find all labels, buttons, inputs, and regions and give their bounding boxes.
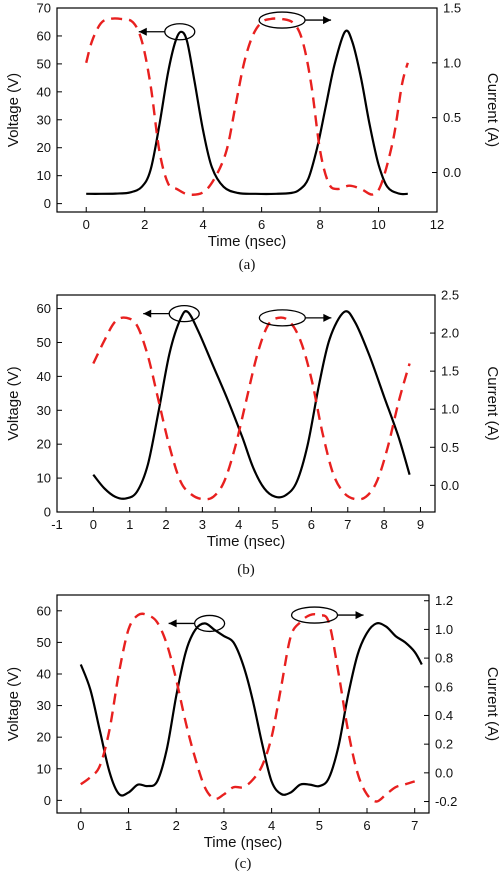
x-tick-label: 5 (316, 818, 323, 833)
annotation-ellipse (193, 614, 226, 633)
arrow-left-icon (143, 309, 152, 318)
y2-tick-label: 0.0 (435, 765, 453, 780)
current-series-line (85, 17, 409, 196)
y2-tick-label: 0.4 (435, 708, 453, 723)
chart-panel-2: -1 0 1 2 3 4 5 6 7 8 901020304050600.00.51.01.52.0… (5, 288, 500, 579)
y2-tick-label: 0.8 (435, 651, 453, 666)
current-series-line (80, 612, 416, 803)
y-tick-label: 30 (37, 403, 51, 418)
y2-tick-label: 0.5 (443, 110, 461, 125)
y-tick-label: 40 (37, 369, 51, 384)
current-series-line (92, 316, 411, 501)
panel-caption: (b) (237, 562, 255, 578)
y-axis-title: Voltage (V) (5, 667, 22, 741)
x-tick-label: 8 (316, 217, 323, 232)
y2-tick-label: 0.6 (435, 679, 453, 694)
x-tick-label: 10 (371, 217, 385, 232)
y-tick-label: 50 (37, 56, 51, 71)
y-tick-label: 60 (37, 28, 51, 43)
x-tick-label: 6 (258, 217, 265, 232)
y-tick-label: 60 (37, 603, 51, 618)
y2-tick-label: 1.0 (443, 55, 461, 70)
y-tick-label: 10 (37, 471, 51, 486)
y2-tick-label: 1.0 (435, 622, 453, 637)
y-tick-label: 10 (37, 168, 51, 183)
x-axis-title: Time (ηsec) (207, 533, 286, 550)
x-tick-label: 4 (235, 517, 242, 532)
y2-axis-title: Current (A) (484, 667, 500, 741)
y-tick-label: 10 (37, 761, 51, 776)
arrow-left-icon (168, 619, 177, 628)
y-tick-label: 60 (37, 301, 51, 316)
y-tick-label: 20 (37, 730, 51, 745)
y-axis-title: Voltage (V) (5, 366, 22, 440)
x-tick-label: 12 (430, 217, 444, 232)
voltage-series-line (86, 29, 408, 196)
plot-frame (56, 594, 430, 814)
y-tick-label: 40 (37, 666, 51, 681)
y-tick-label: 20 (37, 437, 51, 452)
y2-tick-label: 1.0 (441, 402, 459, 417)
y-tick-label: 40 (37, 84, 51, 99)
x-tick-label: 0 (83, 217, 90, 232)
x-tick-label: 2 (141, 217, 148, 232)
y2-tick-label: 0.0 (441, 478, 459, 493)
y-tick-label: 0 (44, 793, 51, 808)
x-tick-label: 7 (411, 818, 418, 833)
x-tick-label: 6 (363, 818, 370, 833)
y2-tick-label: -0.2 (435, 794, 457, 809)
y-tick-label: 50 (37, 635, 51, 650)
x-tick-label: 8 (380, 517, 387, 532)
y2-tick-label: 0.5 (441, 440, 459, 455)
arrow-right-icon (355, 611, 364, 620)
y2-tick-label: 1.5 (443, 1, 461, 16)
x-tick-label: 2 (162, 517, 169, 532)
arrow-right-icon (323, 16, 332, 25)
y2-axis-title: Current (A) (484, 366, 500, 440)
y-tick-label: 70 (37, 1, 51, 16)
x-axis-title: Time (ηsec) (204, 834, 283, 851)
x-tick-label: 4 (268, 818, 275, 833)
chart-panel-1: 0 2 4 6 8 10 12 0 10 20 30 40 50 60 70 0.0 0.5 1.0 1.5 Time… (5, 1, 500, 274)
x-tick-label: 3 (220, 818, 227, 833)
arrow-right-icon (323, 313, 332, 322)
y2-tick-label: 0.2 (435, 737, 453, 752)
x-tick-label: 0 (90, 517, 97, 532)
y2-tick-label: 0.0 (443, 165, 461, 180)
x-axis-title: Time (ηsec) (208, 233, 287, 250)
y-axis-title: Voltage (V) (5, 73, 22, 147)
plot-frame (56, 294, 436, 513)
arrow-left-icon (138, 27, 147, 36)
y-tick-label: 0 (44, 505, 51, 520)
x-tick-label: -1 (51, 517, 63, 532)
x-tick-label: 2 (173, 818, 180, 833)
x-tick-label: 1 (125, 818, 132, 833)
x-tick-label: 1 (126, 517, 133, 532)
panel-caption: (c) (235, 856, 252, 872)
panel-caption: (a) (239, 257, 256, 273)
y2-tick-label: 2.0 (441, 326, 459, 341)
voltage-series-line (92, 310, 411, 500)
x-tick-label: 7 (344, 517, 351, 532)
x-tick-label: 4 (200, 217, 207, 232)
y2-tick-label: 2.5 (441, 288, 459, 303)
y2-tick-label: 1.2 (435, 593, 453, 608)
y-tick-label: 30 (37, 112, 51, 127)
plot-frame (56, 7, 438, 213)
x-tick-label: 9 (417, 517, 424, 532)
y-tick-label: 0 (44, 196, 51, 211)
chart-panel-3: 0 1 2 3 4 5 6 7 0 10 20 30 40 50 60 -0.2 0.0 0.2 0.4 0.6 0.8… (5, 593, 500, 872)
y-tick-label: 30 (37, 698, 51, 713)
y-tick-label: 20 (37, 140, 51, 155)
x-tick-label: 3 (199, 517, 206, 532)
y2-tick-label: 1.5 (441, 364, 459, 379)
x-tick-label: 5 (271, 517, 278, 532)
voltage-series-line (79, 622, 423, 797)
y-tick-label: 50 (37, 335, 51, 350)
x-tick-label: 0 (77, 818, 84, 833)
x-tick-label: 6 (308, 517, 315, 532)
y2-axis-title: Current (A) (484, 73, 500, 147)
